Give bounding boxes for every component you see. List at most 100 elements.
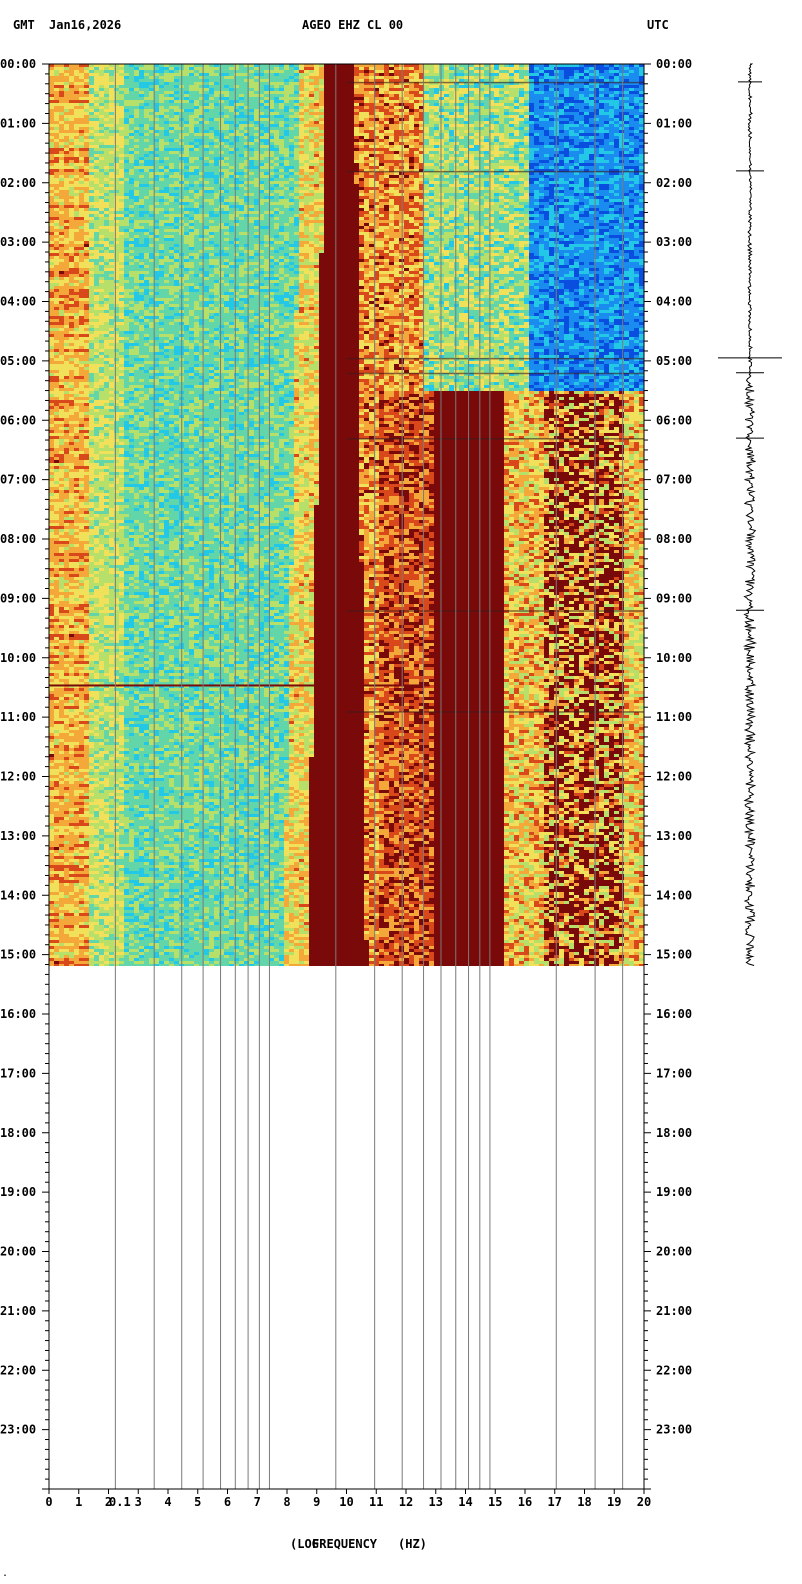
heatmap-cell bbox=[329, 79, 335, 82]
heatmap-cell bbox=[529, 112, 535, 115]
heatmap-cell bbox=[254, 112, 260, 115]
heatmap-cell bbox=[354, 67, 360, 70]
heatmap-cell bbox=[629, 124, 635, 127]
heatmap-cell bbox=[129, 100, 135, 103]
heatmap-cell bbox=[459, 94, 465, 97]
heatmap-cell bbox=[589, 127, 595, 130]
heatmap-cell bbox=[89, 94, 95, 97]
heatmap-cell bbox=[539, 79, 545, 82]
heatmap-cell bbox=[499, 103, 505, 106]
heatmap-cell bbox=[584, 124, 590, 127]
heatmap-cell bbox=[574, 130, 580, 133]
heatmap-cell bbox=[69, 109, 75, 112]
heatmap-cell bbox=[219, 109, 225, 112]
heatmap-cell bbox=[569, 112, 575, 115]
heatmap-cell bbox=[569, 88, 575, 91]
heatmap-cell bbox=[104, 121, 110, 124]
heatmap-cell bbox=[584, 121, 590, 124]
heatmap-cell bbox=[199, 130, 205, 133]
heatmap-cell bbox=[124, 103, 130, 106]
heatmap-cell bbox=[589, 118, 595, 121]
heatmap-cell bbox=[469, 106, 475, 109]
heatmap-cell bbox=[204, 88, 210, 91]
heatmap-cell bbox=[444, 121, 450, 124]
heatmap-cell bbox=[69, 133, 75, 136]
heatmap-cell bbox=[89, 79, 95, 82]
heatmap-cell bbox=[239, 97, 245, 100]
heatmap-cell bbox=[229, 100, 235, 103]
heatmap-cell bbox=[144, 103, 150, 106]
heatmap-cell bbox=[569, 109, 575, 112]
heatmap-cell bbox=[59, 79, 65, 82]
heatmap-cell bbox=[364, 76, 370, 79]
heatmap-cell bbox=[244, 103, 250, 106]
heatmap-cell bbox=[174, 130, 180, 133]
heatmap-cell bbox=[569, 79, 575, 82]
heatmap-cell bbox=[79, 109, 85, 112]
heatmap-cell bbox=[254, 109, 260, 112]
heatmap-cell bbox=[274, 85, 280, 88]
heatmap-cell bbox=[409, 115, 415, 118]
heatmap-cell bbox=[314, 106, 320, 109]
heatmap-cell bbox=[229, 121, 235, 124]
heatmap-cell bbox=[559, 109, 565, 112]
heatmap-cell bbox=[144, 94, 150, 97]
heatmap-cell bbox=[154, 100, 160, 103]
heatmap-cell bbox=[619, 97, 625, 100]
heatmap-cell bbox=[129, 103, 135, 106]
heatmap-cell bbox=[169, 88, 175, 91]
heatmap-cell bbox=[124, 136, 130, 139]
heatmap-cell bbox=[339, 133, 345, 136]
heatmap-cell bbox=[439, 121, 445, 124]
heatmap-cell bbox=[194, 103, 200, 106]
heatmap-cell bbox=[509, 130, 515, 133]
heatmap-cell bbox=[139, 121, 145, 124]
heatmap-cell bbox=[599, 106, 605, 109]
heatmap-cell bbox=[604, 115, 610, 118]
heatmap-cell bbox=[354, 88, 360, 91]
heatmap-cell bbox=[314, 70, 320, 73]
heatmap-cell bbox=[314, 109, 320, 112]
heatmap-cell bbox=[534, 76, 540, 79]
heatmap-cell bbox=[344, 91, 350, 94]
heatmap-cell bbox=[334, 76, 340, 79]
heatmap-cell bbox=[304, 130, 310, 133]
heatmap-cell bbox=[354, 130, 360, 133]
heatmap-cell bbox=[279, 70, 285, 73]
heatmap-cell bbox=[444, 109, 450, 112]
heatmap-cell bbox=[54, 67, 60, 70]
heatmap-cell bbox=[364, 127, 370, 130]
heatmap-cell bbox=[409, 73, 415, 76]
heatmap-cell bbox=[104, 85, 110, 88]
heatmap-cell bbox=[164, 91, 170, 94]
heatmap-cell bbox=[299, 94, 305, 97]
heatmap-cell bbox=[119, 124, 125, 127]
heatmap-cell bbox=[239, 82, 245, 85]
heatmap-cell bbox=[629, 67, 635, 70]
heatmap-cell bbox=[229, 124, 235, 127]
heatmap-cell bbox=[64, 91, 70, 94]
heatmap-cell bbox=[414, 127, 420, 130]
heatmap-cell bbox=[394, 109, 400, 112]
heatmap-cell bbox=[439, 76, 445, 79]
heatmap-cell bbox=[189, 112, 195, 115]
heatmap-cell bbox=[184, 76, 190, 79]
heatmap-cell bbox=[304, 70, 310, 73]
heatmap-cell bbox=[79, 133, 85, 136]
heatmap-cell bbox=[209, 94, 215, 97]
heatmap-cell bbox=[109, 103, 115, 106]
heatmap-cell bbox=[314, 118, 320, 121]
heatmap-cell bbox=[379, 130, 385, 133]
heatmap-cell bbox=[559, 115, 565, 118]
heatmap-cell bbox=[344, 79, 350, 82]
heatmap-cell bbox=[444, 94, 450, 97]
heatmap-cell bbox=[509, 73, 515, 76]
heatmap-cell bbox=[309, 67, 315, 70]
heatmap-cell bbox=[339, 121, 345, 124]
heatmap-cell bbox=[414, 124, 420, 127]
heatmap-cell bbox=[99, 70, 105, 73]
heatmap-cell bbox=[509, 88, 515, 91]
heatmap-cell bbox=[354, 106, 360, 109]
heatmap-cell bbox=[359, 94, 365, 97]
heatmap-cell bbox=[564, 100, 570, 103]
